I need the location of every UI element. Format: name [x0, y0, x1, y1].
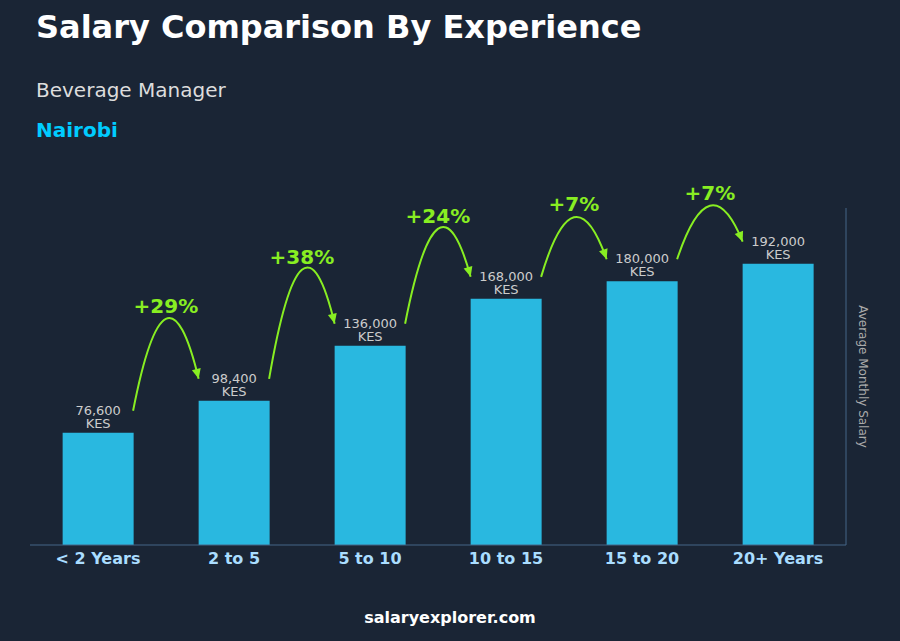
- svg-text:< 2 Years: < 2 Years: [56, 549, 141, 568]
- svg-text:2 to 5: 2 to 5: [208, 549, 260, 568]
- svg-text:76,600KES: 76,600KES: [75, 403, 121, 431]
- html-text:Beverage Manager: Beverage Manager: [36, 78, 226, 102]
- svg-text:+24%: +24%: [406, 204, 471, 228]
- svg-text:Average Monthly Salary: Average Monthly Salary: [856, 305, 870, 448]
- svg-text:180,000KES: 180,000KES: [615, 251, 669, 279]
- svg-text:168,000KES: 168,000KES: [479, 269, 533, 297]
- svg-text:136,000KES: 136,000KES: [343, 316, 397, 344]
- html-text:salaryexplorer.com: salaryexplorer.com: [364, 608, 536, 627]
- svg-text:+29%: +29%: [134, 294, 199, 318]
- svg-text:98,400KES: 98,400KES: [211, 371, 257, 399]
- svg-text:5 to 10: 5 to 10: [338, 549, 401, 568]
- svg-text:20+ Years: 20+ Years: [733, 549, 823, 568]
- html-text:Salary Comparison By Experienc: Salary Comparison By Experience: [36, 8, 642, 46]
- html-text:Nairobi: Nairobi: [36, 118, 118, 142]
- svg-text:15 to 20: 15 to 20: [605, 549, 679, 568]
- svg-text:192,000KES: 192,000KES: [751, 234, 805, 262]
- svg-text:10 to 15: 10 to 15: [469, 549, 543, 568]
- svg-text:+38%: +38%: [270, 245, 335, 269]
- svg-text:+7%: +7%: [549, 192, 600, 216]
- svg-text:+7%: +7%: [685, 181, 736, 205]
